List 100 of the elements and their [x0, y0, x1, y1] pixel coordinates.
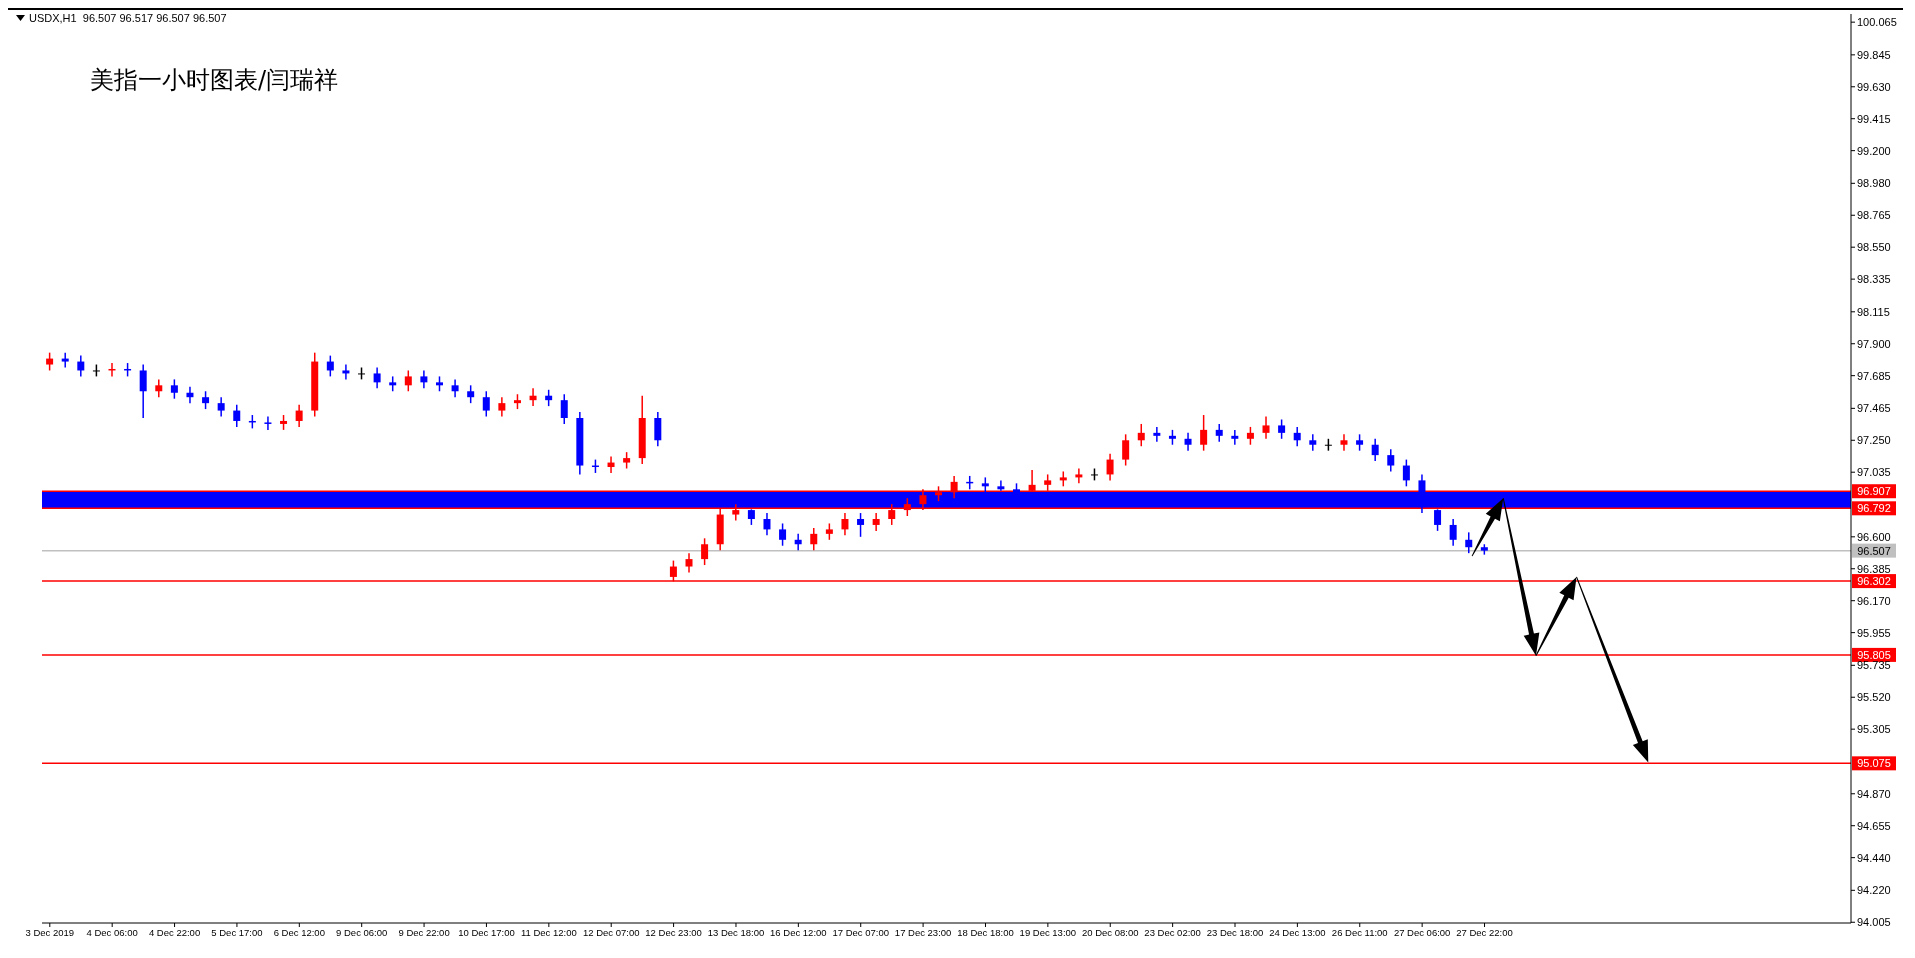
y-tick-label: 96.600	[1857, 530, 1891, 543]
candlestick	[1137, 423, 1145, 447]
candlestick	[841, 512, 849, 537]
y-tick-label: 94.440	[1857, 851, 1891, 864]
candlestick	[1153, 426, 1161, 443]
ref-line-label: 96.792	[1857, 502, 1891, 515]
y-tick-label: 94.220	[1857, 884, 1891, 897]
y-tick-label: 97.465	[1857, 402, 1891, 415]
y-tick-label: 95.305	[1857, 723, 1891, 736]
y-tick-label: 95.955	[1857, 626, 1891, 639]
x-tick-label: 11 Dec 12:00	[520, 926, 577, 938]
y-tick-label: 94.655	[1857, 819, 1891, 832]
candlestick	[810, 527, 818, 551]
candlestick	[1340, 433, 1348, 452]
candlestick	[77, 354, 85, 378]
x-tick-label: 13 Dec 18:00	[707, 926, 765, 938]
text: 美指一小时图表/闫瑞祥	[90, 65, 339, 96]
candlestick	[217, 396, 225, 418]
y-tick-label: 97.035	[1857, 466, 1891, 479]
candlestick	[701, 537, 709, 566]
y-tick-label: 98.335	[1857, 273, 1891, 286]
candlestick	[139, 363, 147, 419]
candlestick	[654, 411, 662, 447]
candlestick	[1075, 467, 1083, 485]
y-tick-label: 94.005	[1857, 916, 1891, 929]
y-tick-label: 97.900	[1857, 337, 1891, 350]
y-tick-label: 99.845	[1857, 48, 1891, 61]
candlestick	[1200, 414, 1208, 452]
y-tick-label: 98.115	[1857, 305, 1890, 318]
candlestick	[1449, 518, 1457, 547]
x-tick-label: 9 Dec 06:00	[336, 926, 388, 938]
candlestick	[1262, 415, 1270, 440]
x-tick-label: 9 Dec 22:00	[398, 926, 450, 938]
y-tick-label: 96.170	[1857, 594, 1891, 607]
candlestick	[342, 363, 350, 381]
y-tick-label: 99.415	[1857, 112, 1891, 125]
chart-subtitle: USDX,H1 96.507 96.517 96.507 96.507	[29, 12, 227, 24]
y-tick-label: 98.550	[1857, 241, 1891, 254]
candlestick	[1371, 438, 1379, 462]
candlestick	[295, 403, 303, 428]
x-tick-label: 26 Dec 11:00	[1331, 926, 1388, 938]
ref-line-label: 96.507	[1857, 544, 1891, 557]
candlestick	[763, 512, 771, 537]
candlestick	[482, 390, 490, 418]
y-tick-label: 98.765	[1857, 209, 1891, 222]
candlestick	[857, 512, 865, 538]
x-tick-label: 10 Dec 17:00	[458, 926, 515, 938]
candlestick	[326, 354, 334, 378]
ref-line-label: 95.805	[1857, 648, 1891, 661]
candlestick	[1309, 433, 1317, 452]
x-tick-label: 12 Dec 07:00	[582, 926, 640, 938]
y-tick-label: 97.685	[1857, 369, 1891, 382]
y-tick-label: 100.065	[1857, 16, 1897, 29]
x-tick-label: 17 Dec 07:00	[832, 926, 889, 938]
y-tick-label: 99.200	[1857, 144, 1891, 157]
candlestick	[170, 378, 178, 400]
x-tick-label: 23 Dec 18:00	[1206, 926, 1264, 938]
candlestick	[61, 351, 69, 369]
candlestick	[560, 393, 568, 425]
x-tick-label: 19 Dec 13:00	[1019, 926, 1077, 938]
candlestick	[186, 386, 194, 404]
x-tick-label: 23 Dec 02:00	[1144, 926, 1201, 938]
candlestick	[794, 533, 802, 551]
y-tick-label: 94.870	[1857, 787, 1891, 800]
x-tick-label: 17 Dec 23:00	[894, 926, 952, 938]
x-tick-label: 4 Dec 06:00	[86, 926, 138, 938]
ref-line-label: 96.302	[1857, 575, 1891, 588]
ref-line-label: 96.907	[1857, 485, 1891, 498]
candlestick	[779, 522, 787, 547]
candlestick	[529, 387, 537, 407]
y-tick-label: 95.735	[1857, 659, 1891, 672]
y-tick-label: 99.630	[1857, 80, 1891, 93]
y-tick-label: 95.520	[1857, 691, 1891, 704]
x-tick-label: 27 Dec 22:00	[1456, 926, 1513, 938]
candlestick	[1122, 433, 1130, 467]
x-tick-label: 6 Dec 12:00	[273, 926, 325, 938]
candlestick	[498, 396, 506, 418]
candlestick	[1293, 426, 1301, 447]
candlestick	[233, 403, 241, 428]
candlestick	[1387, 448, 1395, 473]
y-tick-label: 97.250	[1857, 434, 1891, 447]
candlestick	[1278, 418, 1286, 440]
ref-line-label: 95.075	[1857, 757, 1891, 770]
candlestick	[1106, 452, 1114, 482]
x-tick-label: 3 Dec 2019	[25, 926, 75, 938]
x-tick-label: 4 Dec 22:00	[148, 926, 201, 938]
y-tick-label: 98.980	[1857, 177, 1891, 190]
x-tick-label: 12 Dec 23:00	[645, 926, 702, 938]
candlestick	[373, 366, 381, 390]
candlestick	[685, 552, 693, 574]
x-tick-label: 27 Dec 06:00	[1393, 926, 1451, 938]
candlestick	[264, 415, 272, 431]
candlestick	[1402, 458, 1410, 488]
candlestick	[1465, 531, 1473, 554]
x-tick-label: 24 Dec 13:00	[1269, 926, 1326, 938]
x-tick-label: 20 Dec 08:00	[1081, 926, 1139, 938]
x-tick-label: 16 Dec 12:00	[770, 926, 827, 938]
y-tick-label: 96.385	[1857, 562, 1891, 575]
candlestick	[607, 455, 615, 474]
candlestick	[404, 369, 412, 393]
